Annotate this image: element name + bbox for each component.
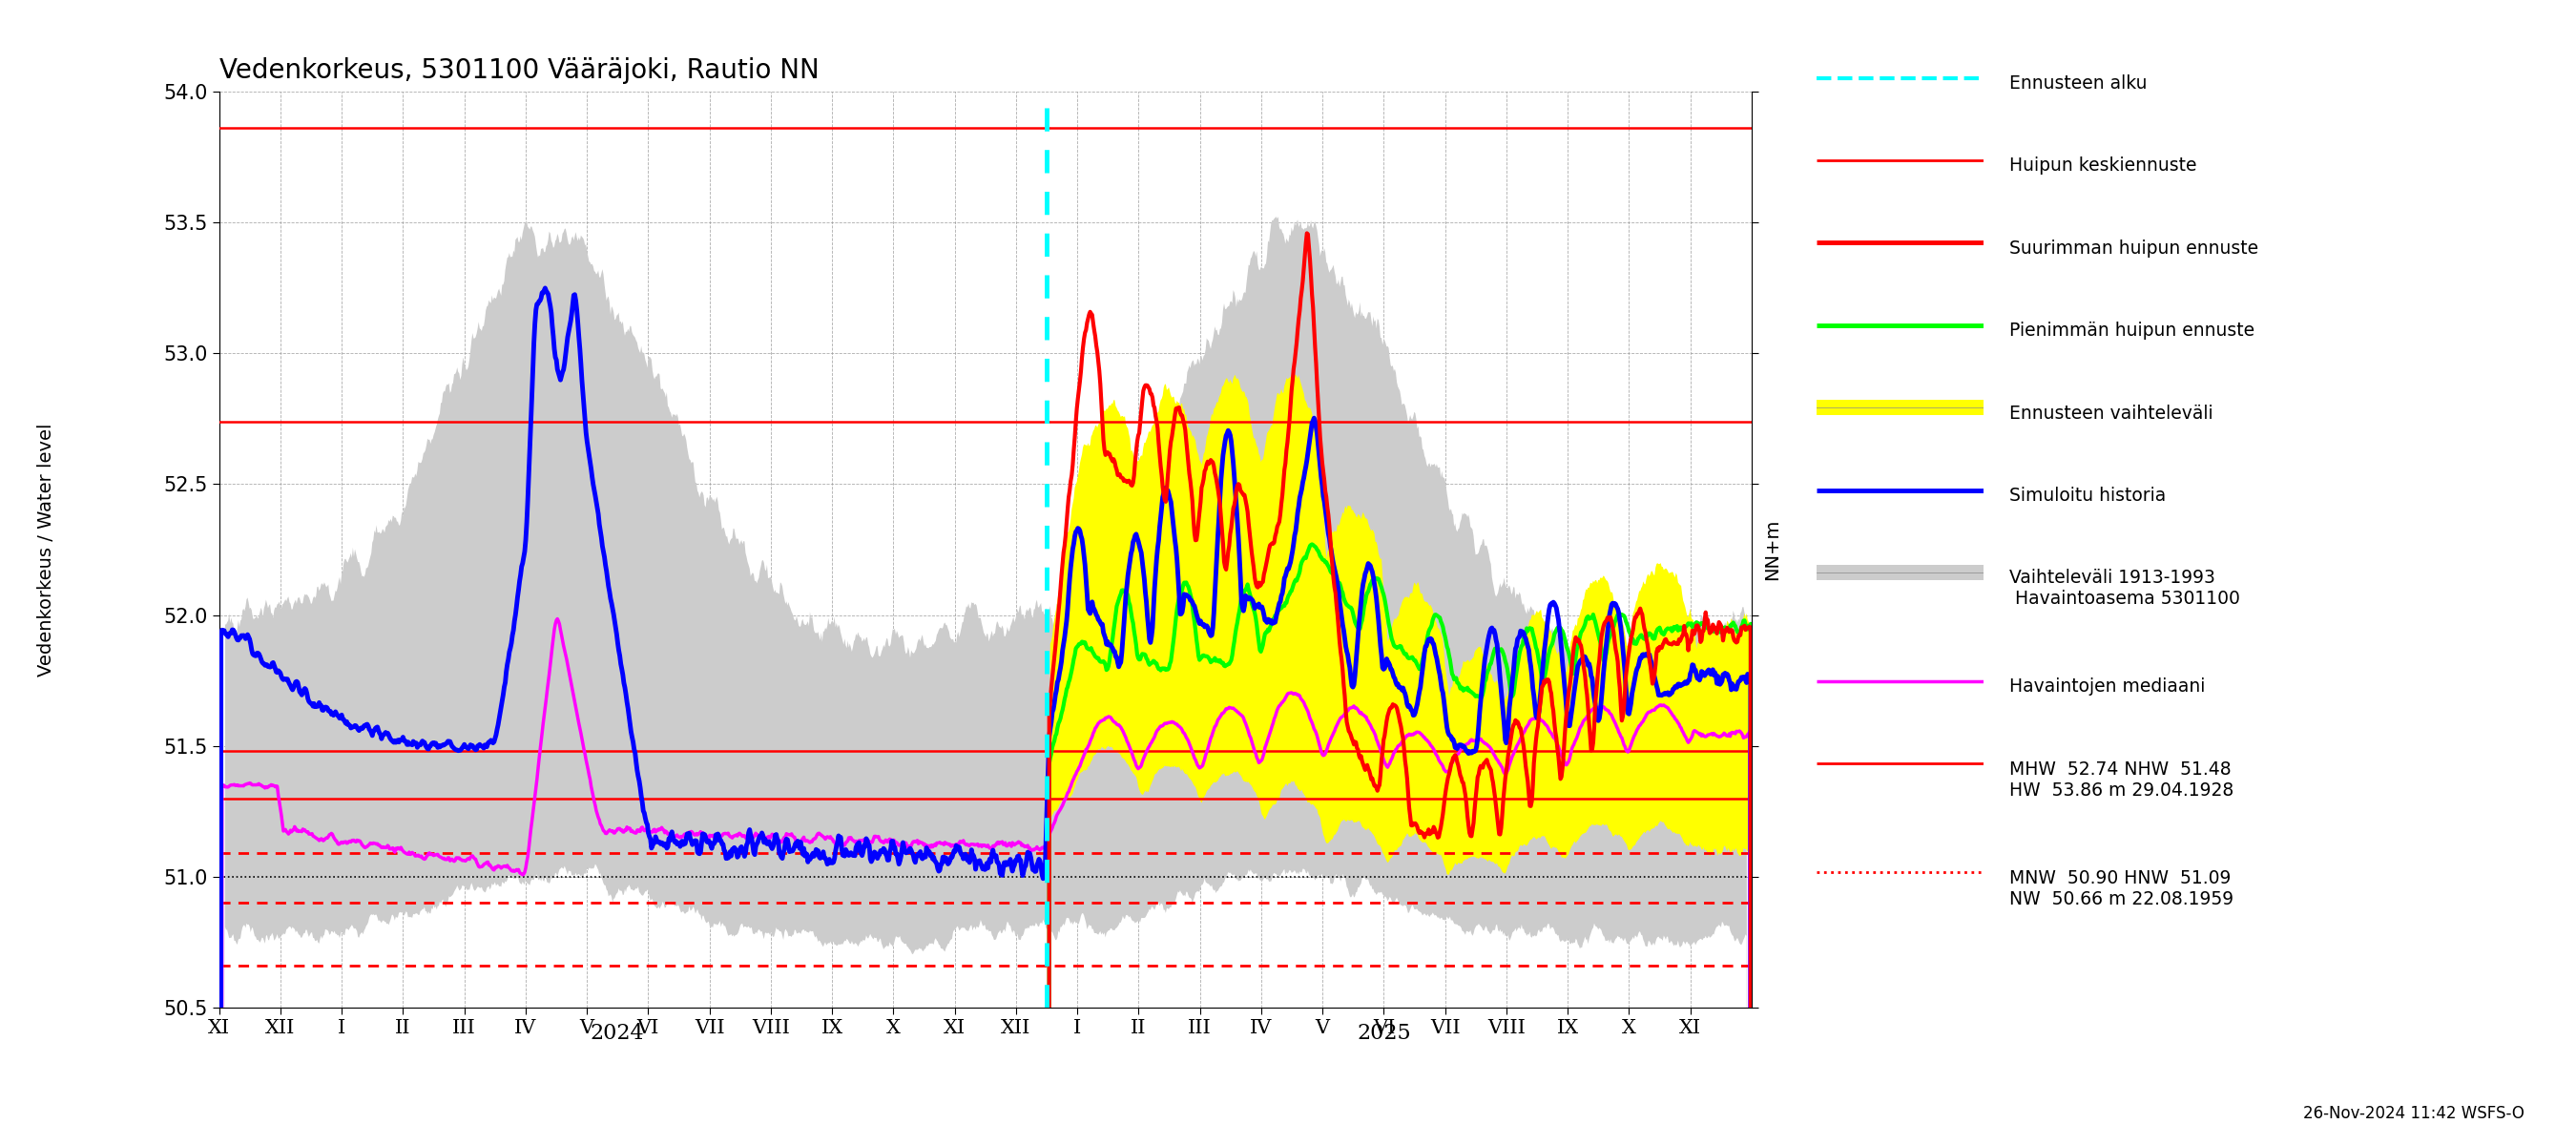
Text: Huipun keskiennuste: Huipun keskiennuste	[2009, 157, 2197, 175]
Text: MNW  50.90 HNW  51.09
NW  50.66 m 22.08.1959: MNW 50.90 HNW 51.09 NW 50.66 m 22.08.195…	[2009, 869, 2233, 908]
Text: Vedenkorkeus / Water level: Vedenkorkeus / Water level	[36, 423, 57, 677]
Text: Suurimman huipun ennuste: Suurimman huipun ennuste	[2009, 239, 2259, 258]
Text: NN+m: NN+m	[1762, 519, 1783, 581]
Text: Havaintojen mediaani: Havaintojen mediaani	[2009, 678, 2205, 696]
Text: Vaihteleväli 1913-1993
 Havaintoasema 5301100: Vaihteleväli 1913-1993 Havaintoasema 530…	[2009, 569, 2241, 608]
Text: Ennusteen vaihteleväli: Ennusteen vaihteleväli	[2009, 404, 2213, 423]
Text: Pienimmän huipun ennuste: Pienimmän huipun ennuste	[2009, 322, 2254, 340]
Text: 2025: 2025	[1358, 1024, 1412, 1044]
Text: 26-Nov-2024 11:42 WSFS-O: 26-Nov-2024 11:42 WSFS-O	[2303, 1105, 2524, 1122]
Text: Simuloitu historia: Simuloitu historia	[2009, 487, 2166, 505]
Text: MHW  52.74 NHW  51.48
HW  53.86 m 29.04.1928: MHW 52.74 NHW 51.48 HW 53.86 m 29.04.192…	[2009, 760, 2233, 799]
Text: 2024: 2024	[590, 1024, 644, 1044]
Text: Vedenkorkeus, 5301100 Vääräjoki, Rautio NN: Vedenkorkeus, 5301100 Vääräjoki, Rautio …	[219, 57, 819, 84]
Text: Ennusteen alku: Ennusteen alku	[2009, 74, 2148, 93]
